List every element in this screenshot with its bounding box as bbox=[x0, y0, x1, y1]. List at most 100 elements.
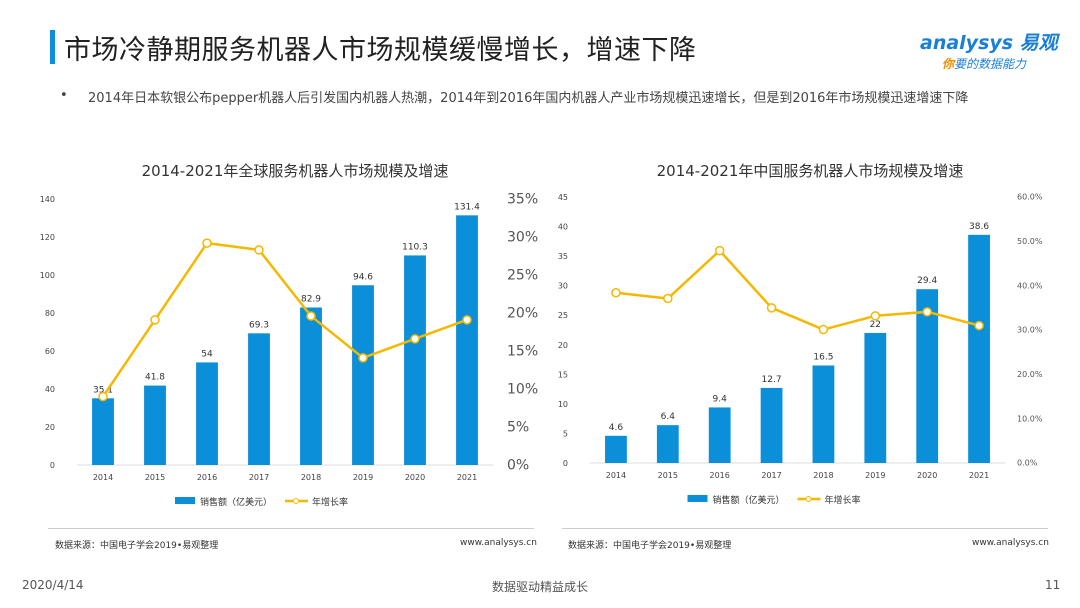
bar bbox=[916, 289, 939, 463]
y2-tick-label: 40.0% bbox=[1017, 281, 1043, 290]
y-tick-label: 40 bbox=[45, 385, 55, 394]
y2-tick-label: 10% bbox=[507, 382, 538, 398]
y-tick-label: 25 bbox=[558, 311, 568, 320]
bar bbox=[300, 307, 322, 465]
legend-bar-label: 销售额（亿美元） bbox=[200, 496, 272, 508]
y-tick-label: 140 bbox=[40, 195, 55, 204]
legend-bar-swatch bbox=[175, 497, 195, 504]
x-tick-label: 2014 bbox=[93, 473, 113, 482]
growth-rate-point bbox=[462, 315, 472, 325]
bar bbox=[404, 255, 426, 465]
x-tick-label: 2015 bbox=[145, 473, 165, 482]
bullet-marker: • bbox=[60, 88, 68, 103]
y-tick-label: 30 bbox=[558, 282, 568, 291]
growth-rate-line bbox=[615, 248, 980, 331]
bar-value-label: 29.4 bbox=[917, 276, 937, 286]
divider bbox=[48, 528, 534, 529]
x-tick-label: 2016 bbox=[710, 471, 730, 480]
chart-china: 0 5 10 15 20 25 30 35 40 45 0.0% 10.0% 20.0% 30.0% 40.… bbox=[558, 193, 1043, 506]
y-tick-label: 35 bbox=[558, 252, 568, 261]
y-tick-label: 0 bbox=[563, 459, 568, 468]
growth-rate-point bbox=[714, 245, 725, 256]
y-tick-label: 120 bbox=[40, 233, 55, 242]
growth-rate-point bbox=[870, 311, 881, 321]
logo-brand: analysys 易观 bbox=[920, 32, 1058, 54]
title-accent-bar bbox=[50, 30, 55, 64]
x-tick-label: 2016 bbox=[197, 473, 217, 482]
legend-bar-swatch bbox=[687, 495, 708, 502]
legend-line-marker bbox=[805, 496, 812, 502]
bar-value-label: 9.4 bbox=[713, 394, 728, 404]
y-tick-label: 20 bbox=[45, 423, 55, 432]
bar-value-label: 94.6 bbox=[353, 272, 373, 282]
bar bbox=[456, 215, 478, 465]
x-tick-label: 2017 bbox=[761, 471, 781, 480]
y-tick-label: 100 bbox=[40, 271, 55, 280]
bar bbox=[605, 435, 627, 463]
bullet-text: 2014年日本软银公布pepper机器人后引发国内机器人热潮，2014年到201… bbox=[88, 91, 969, 106]
bar bbox=[708, 407, 731, 463]
growth-rate-point bbox=[358, 353, 368, 363]
x-tick-label: 2020 bbox=[917, 471, 937, 480]
growth-rate-point bbox=[974, 320, 984, 331]
y-tick-label: 80 bbox=[45, 309, 55, 318]
legend-line-label: 年增长率 bbox=[825, 494, 861, 506]
logo-slogan: 你要的数据能力 bbox=[942, 57, 1027, 71]
source-note-china: 数据来源：中国电子学会2019•易观整理 bbox=[568, 541, 732, 551]
growth-rate-point bbox=[611, 288, 621, 298]
growth-rate-point bbox=[202, 238, 212, 248]
y2-tick-label: 10.0% bbox=[1017, 414, 1043, 423]
x-tick-label: 2015 bbox=[658, 471, 678, 480]
bar-value-label: 35.1 bbox=[93, 385, 113, 395]
bar bbox=[864, 332, 887, 463]
y2-tick-label: 0% bbox=[507, 458, 529, 474]
y-tick-label: 40 bbox=[558, 223, 568, 232]
x-tick-label: 2019 bbox=[865, 471, 885, 480]
growth-rate-point bbox=[98, 391, 108, 402]
website-link-china[interactable]: www.analysys.cn bbox=[972, 538, 1049, 548]
bar-value-label: 4.6 bbox=[609, 423, 624, 433]
x-tick-label: 2021 bbox=[457, 473, 477, 482]
bar bbox=[812, 365, 835, 463]
bar-value-label: 22 bbox=[870, 320, 881, 330]
x-tick-label: 2018 bbox=[301, 473, 321, 482]
y2-tick-label: 35% bbox=[507, 192, 538, 208]
y2-tick-label: 20.0% bbox=[1017, 370, 1043, 379]
website-link-global[interactable]: www.analysys.cn bbox=[460, 538, 537, 548]
footer-date: 2020/4/14 bbox=[22, 578, 84, 592]
x-tick-label: 2018 bbox=[813, 471, 833, 480]
bar bbox=[968, 234, 990, 463]
bar-value-label: 41.8 bbox=[145, 373, 165, 383]
growth-rate-point bbox=[663, 293, 673, 304]
legend-line-marker bbox=[293, 498, 299, 504]
x-tick-label: 2020 bbox=[405, 473, 425, 482]
chart-global: 0 20 40 60 80 100 120 140 0% 5% 10% 15% 20% 25% 30% 35%… bbox=[40, 192, 538, 508]
bar bbox=[656, 425, 679, 463]
y-tick-label: 45 bbox=[558, 193, 568, 202]
growth-rate-point bbox=[410, 334, 420, 344]
legend-line-label: 年增长率 bbox=[312, 496, 348, 508]
y2-tick-label: 30% bbox=[507, 230, 538, 246]
bar-value-label: 82.9 bbox=[301, 294, 321, 304]
bar-value-label: 12.7 bbox=[762, 375, 782, 385]
x-tick-label: 2017 bbox=[249, 473, 269, 482]
y2-tick-label: 0.0% bbox=[1017, 459, 1038, 468]
chart-title-global: 2014-2021年全球服务机器人市场规模及增速 bbox=[141, 162, 449, 180]
bar bbox=[92, 398, 114, 465]
y-tick-label: 10 bbox=[558, 400, 568, 409]
y-tick-label: 15 bbox=[558, 370, 568, 379]
source-note-global: 数据来源：中国电子学会2019•易观整理 bbox=[55, 541, 219, 551]
growth-rate-point bbox=[922, 307, 932, 317]
bar-value-label: 54 bbox=[201, 349, 213, 359]
y2-tick-label: 30.0% bbox=[1017, 326, 1043, 335]
x-tick-label: 2021 bbox=[969, 471, 989, 480]
y2-tick-label: 60.0% bbox=[1017, 193, 1043, 202]
bar-value-label: 69.3 bbox=[249, 320, 269, 330]
footer-slogan: 数据驱动精益成长 bbox=[491, 580, 588, 594]
growth-rate-point bbox=[150, 315, 160, 325]
bar-value-label: 16.5 bbox=[813, 352, 833, 362]
growth-rate-point bbox=[818, 324, 829, 335]
y2-tick-label: 15% bbox=[507, 344, 538, 360]
y2-tick-label: 50.0% bbox=[1017, 237, 1043, 246]
page-number: 11 bbox=[1045, 578, 1061, 592]
